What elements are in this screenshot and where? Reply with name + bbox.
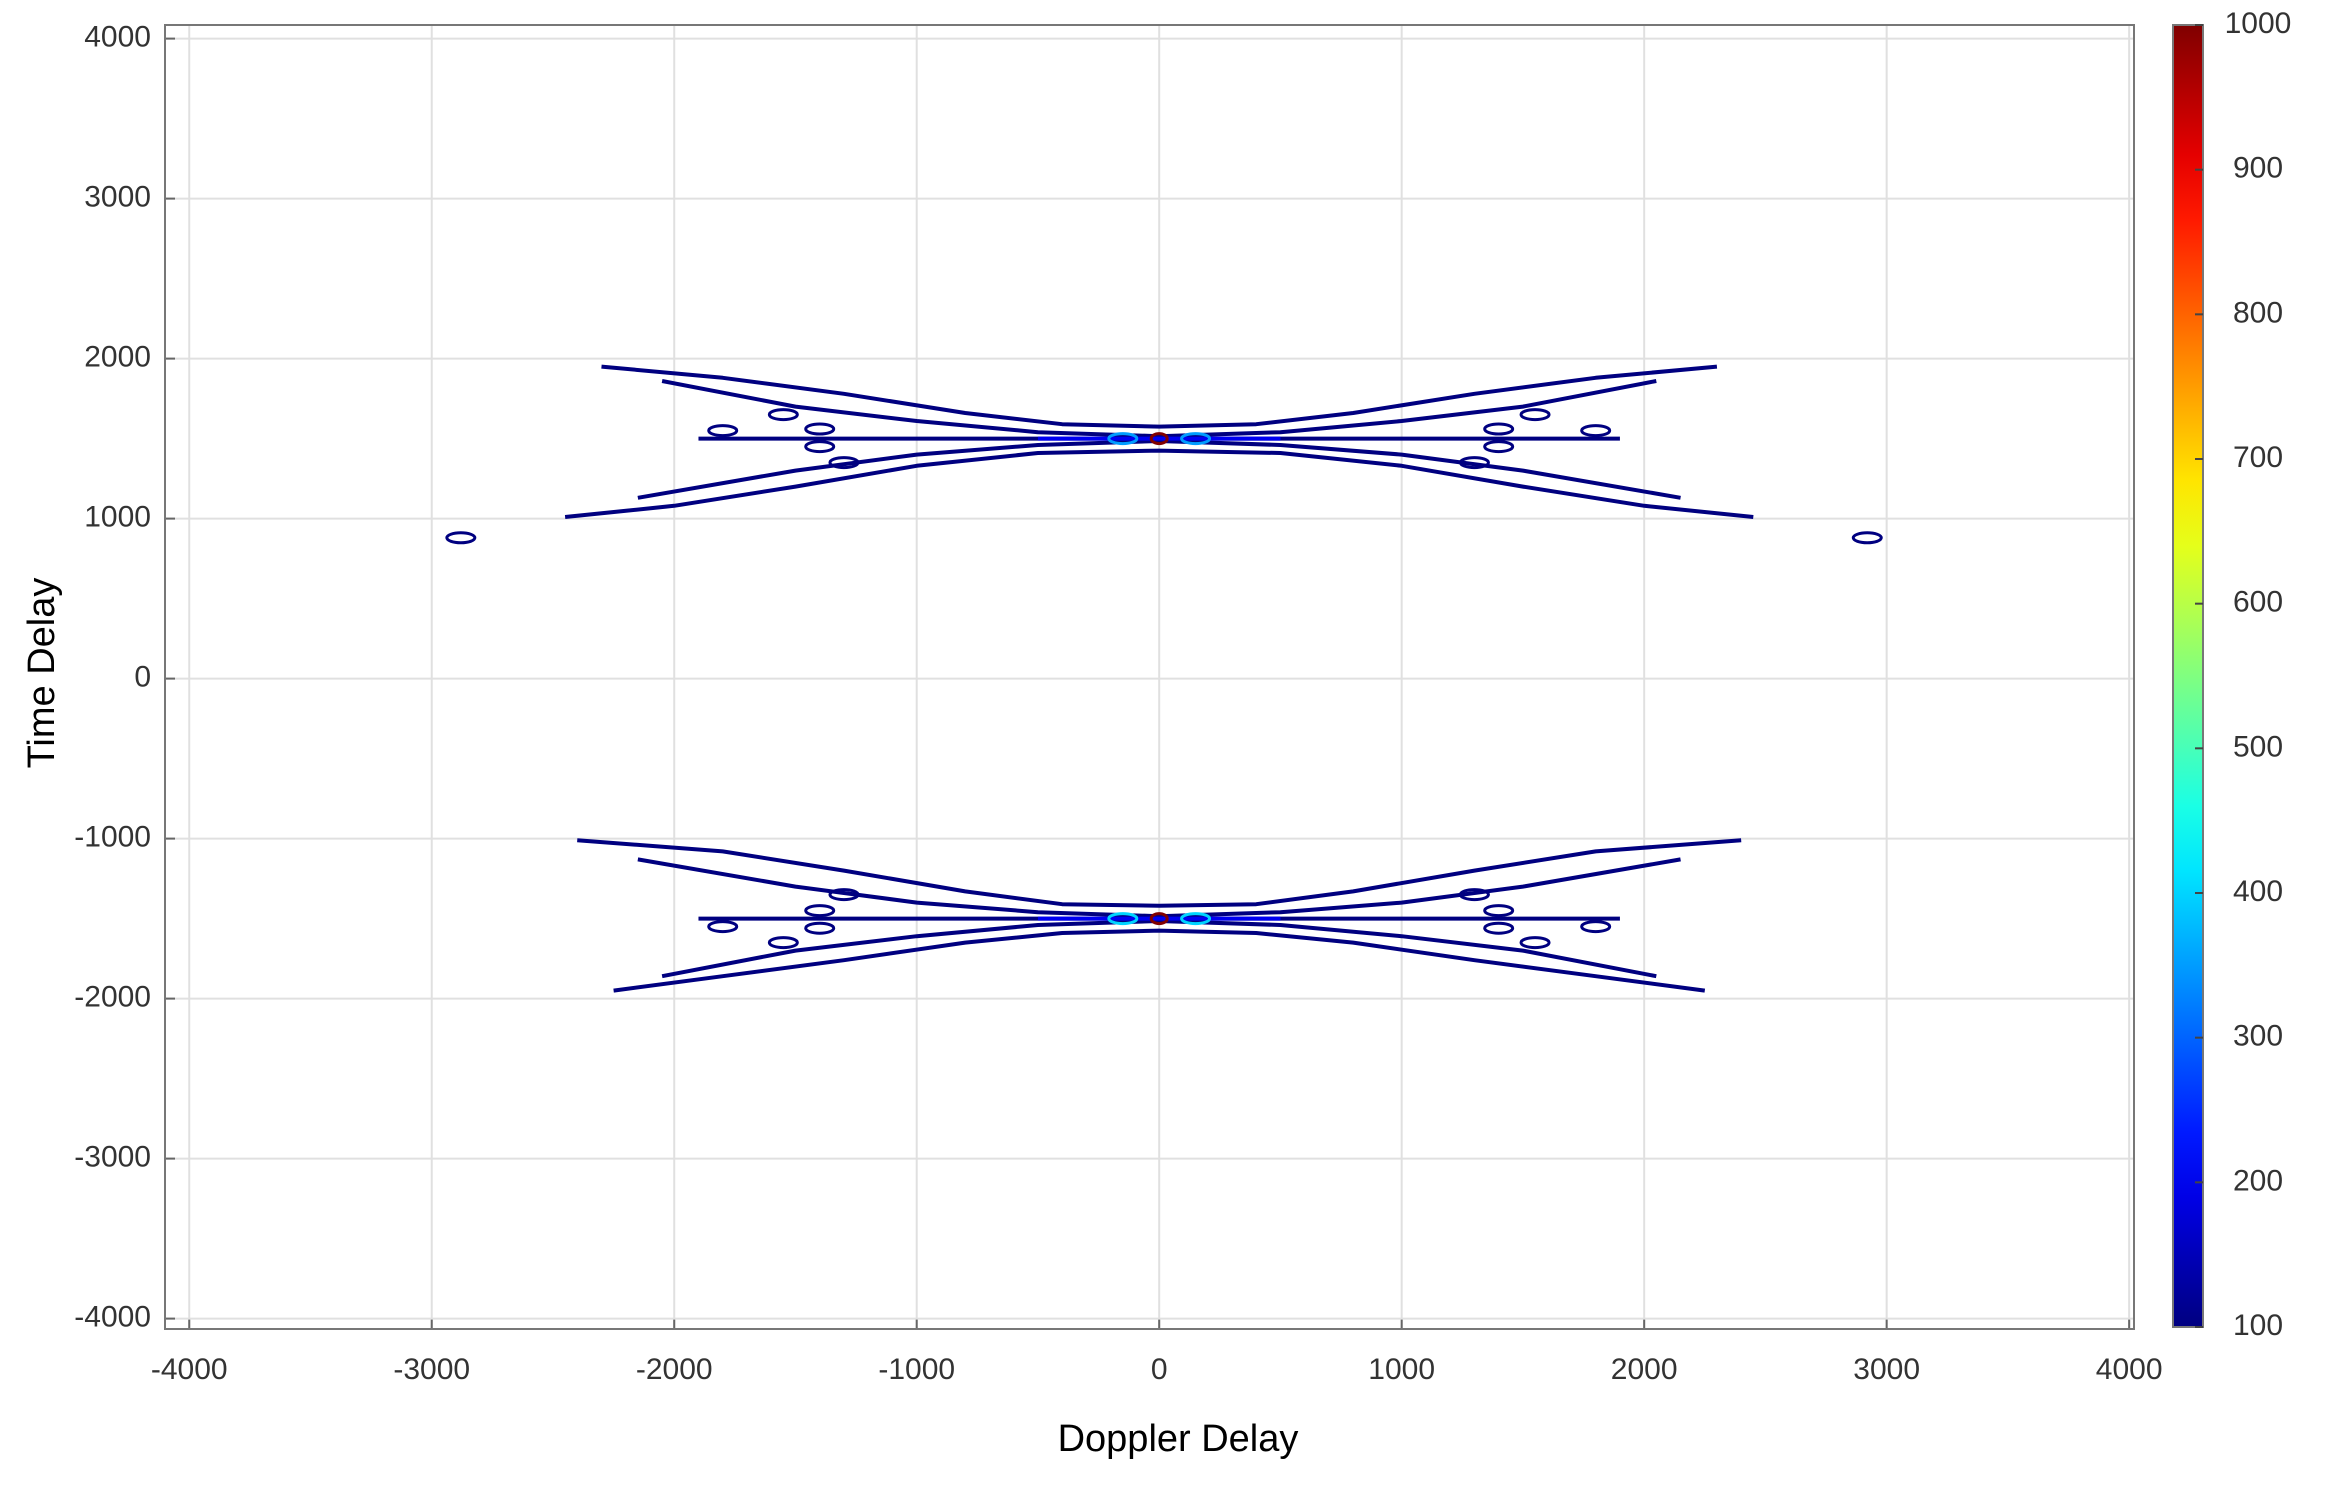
contour-spot [1580,424,1612,438]
colorbar-tick-label: 100 [2233,1309,2283,1342]
contour-line [613,928,1706,993]
contour-spot [1483,440,1515,454]
x-axis-label: Doppler Delay [1058,1418,1299,1460]
x-tick-label: 4000 [2096,1353,2163,1386]
colorbar-tick-label: 1000 [2225,7,2292,40]
contour-spot [804,921,836,935]
contour-trace [613,928,1706,993]
plot-background [165,25,2134,1329]
colorbar-tick-label: 200 [2233,1164,2283,1197]
x-tick-label: -2000 [636,1353,713,1386]
contour-spot [707,424,739,438]
contour-spot [1483,921,1515,935]
contour-spot [1107,912,1139,926]
contour-line [577,838,1742,908]
colorbar-tick-label: 500 [2233,730,2283,763]
y-tick-label: 3000 [84,181,151,214]
contour-spot [1519,936,1551,950]
contour-spot [707,920,739,934]
y-tick-label: 0 [134,661,151,694]
contour-spot [1180,912,1212,926]
y-axis-label: Time Delay [21,578,63,769]
contour-spot [804,422,836,436]
colorbar-tick-label: 600 [2233,586,2283,619]
contour-trace [577,838,1742,908]
contour-spot [445,531,477,545]
y-tick-label: -1000 [74,821,151,854]
colorbar-tick-label: 900 [2233,152,2283,185]
contour-spot [1149,912,1169,926]
contour-line [601,364,1718,429]
contour-spot [1458,456,1490,470]
colorbar-tick-label: 700 [2233,441,2283,474]
y-tick-label: 2000 [84,341,151,374]
colorbar [2172,24,2204,1328]
contour-line [661,379,1657,439]
contour-spot [1851,531,1883,545]
x-tick-label: 0 [1151,1353,1168,1386]
colorbar-tick-label: 300 [2233,1020,2283,1053]
contour-spot [828,456,860,470]
y-tick-label: -4000 [74,1301,151,1334]
contour-spot [804,440,836,454]
plot-frame [164,24,2135,1330]
x-tick-label: -4000 [151,1353,228,1386]
y-tick-label: -3000 [74,1141,151,1174]
contour-spot [1483,422,1515,436]
contour-spot [1458,888,1490,902]
contour-line [564,448,1754,519]
contour-trace [564,448,1754,519]
x-tick-label: 1000 [1368,1353,1435,1386]
contour-spot [1107,432,1139,446]
contour-trace [661,379,1657,439]
colorbar-tick-label: 800 [2233,296,2283,329]
contour-spot [1483,904,1515,918]
x-tick-label: -3000 [393,1353,470,1386]
contour-spot [1180,432,1212,446]
x-tick-label: 3000 [1853,1353,1920,1386]
contour-spot [828,888,860,902]
y-tick-label: -2000 [74,981,151,1014]
contour-spot [1580,920,1612,934]
y-tick-label: 4000 [84,21,151,54]
x-tick-label: 2000 [1611,1353,1678,1386]
contour-spot [804,904,836,918]
y-tick-label: 1000 [84,501,151,534]
colorbar-tick-label: 400 [2233,875,2283,908]
contour-spot [767,408,799,422]
contour-trace [601,364,1718,429]
x-tick-label: -1000 [878,1353,955,1386]
contour-spot [1519,408,1551,422]
contour-line [661,919,1657,979]
contour-spot [767,936,799,950]
contour-trace [661,919,1657,979]
contour-spot [1149,432,1169,446]
